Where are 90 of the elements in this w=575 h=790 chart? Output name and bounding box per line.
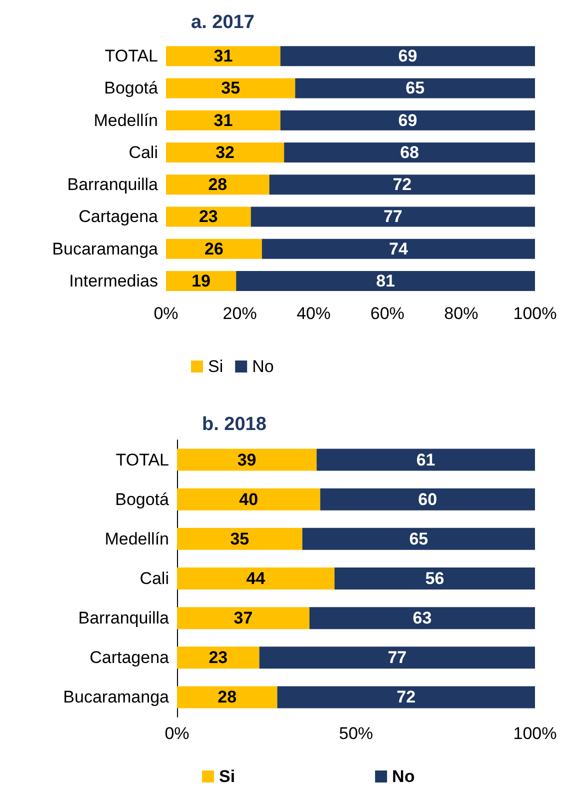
- bar: [177, 646, 260, 669]
- y-tick-label: Cartagena: [78, 207, 159, 226]
- data-label: 74: [389, 239, 408, 258]
- data-label: 35: [230, 529, 250, 548]
- bar: [334, 568, 535, 590]
- y-tick-label: Intermedias: [69, 271, 158, 290]
- x-tick-label: 50%: [338, 724, 374, 743]
- bar: [177, 448, 317, 471]
- bar: [166, 270, 236, 291]
- data-label: 68: [400, 142, 419, 162]
- data-label: 28: [218, 688, 237, 707]
- y-tick-label: Bogotá: [115, 490, 170, 509]
- bar: [269, 174, 535, 195]
- y-tick-label: Cali: [128, 142, 158, 162]
- x-tick-label: 100%: [513, 724, 557, 743]
- x-tick-label: 80%: [444, 304, 478, 323]
- data-label: 65: [406, 78, 425, 98]
- bar: [177, 528, 302, 550]
- y-tick-label: Bucaramanga: [52, 239, 159, 258]
- y-tick-label: Medellín: [94, 110, 158, 130]
- data-label: 35: [221, 78, 240, 98]
- bar: [280, 110, 535, 130]
- bar: [177, 686, 278, 708]
- data-label: 28: [208, 175, 228, 194]
- data-label: 32: [216, 142, 234, 162]
- data-label: 31: [214, 110, 233, 130]
- y-tick-label: Barranquilla: [67, 175, 159, 194]
- data-label: 65: [409, 529, 428, 548]
- data-label: 31: [214, 46, 233, 66]
- y-tick-label: Bogotá: [104, 78, 159, 98]
- data-label: 23: [198, 207, 218, 226]
- data-label: 37: [234, 608, 253, 628]
- x-tick-label: 60%: [370, 304, 404, 323]
- y-tick-label: Cali: [140, 569, 169, 588]
- legend-label: Si: [219, 767, 236, 786]
- bar: [309, 607, 535, 630]
- legend-label: No: [392, 767, 415, 786]
- data-label: 60: [418, 490, 438, 509]
- chart-title: a. 2017: [191, 12, 254, 33]
- bar: [284, 142, 535, 162]
- data-label: 77: [383, 207, 402, 226]
- data-label: 44: [246, 569, 266, 588]
- chart-title: b. 2018: [202, 414, 266, 435]
- x-tick-label: 0%: [164, 724, 190, 743]
- bar: [259, 646, 535, 669]
- y-tick-label: Bucaramanga: [63, 688, 170, 707]
- y-tick-label: Barranquilla: [78, 608, 170, 628]
- y-tick-label: TOTAL: [116, 450, 169, 470]
- bar: [295, 78, 535, 98]
- data-label: 19: [192, 271, 211, 290]
- bar: [177, 568, 335, 590]
- data-label: 69: [398, 46, 418, 66]
- bar: [166, 142, 284, 162]
- bar: [177, 607, 310, 630]
- bar: [166, 206, 251, 227]
- data-label: 63: [412, 608, 432, 628]
- bar: [166, 238, 262, 259]
- data-label: 61: [416, 450, 436, 470]
- x-tick-label: 40%: [296, 304, 331, 323]
- bar: [262, 238, 535, 259]
- data-label: 39: [237, 450, 256, 470]
- bar: [236, 270, 535, 291]
- data-label: 69: [398, 110, 418, 130]
- legend-label: No: [252, 357, 274, 376]
- data-label: 40: [239, 490, 258, 509]
- data-label: 72: [392, 175, 412, 194]
- bar: [177, 488, 320, 510]
- bar: [302, 528, 535, 550]
- x-tick-label: 0%: [154, 304, 178, 323]
- bar: [250, 206, 535, 227]
- bar: [277, 686, 535, 708]
- bar: [320, 488, 535, 510]
- bar: [166, 174, 270, 195]
- legend-label: Si: [208, 357, 224, 376]
- bar: [166, 46, 280, 66]
- x-tick-label: 100%: [513, 304, 557, 323]
- bar: [166, 110, 280, 130]
- y-tick-label: Cartagena: [90, 648, 170, 668]
- data-label: 26: [204, 239, 224, 258]
- bar: [280, 46, 535, 66]
- bar: [166, 78, 296, 98]
- data-label: 72: [396, 688, 416, 707]
- data-label: 56: [425, 569, 444, 588]
- x-tick-label: 20%: [222, 304, 257, 323]
- y-tick-label: TOTAL: [104, 46, 158, 66]
- data-label: 81: [376, 271, 396, 290]
- bar: [316, 448, 535, 471]
- data-label: 23: [208, 648, 228, 668]
- data-label: 77: [388, 648, 407, 668]
- y-tick-label: Medellín: [104, 529, 169, 548]
